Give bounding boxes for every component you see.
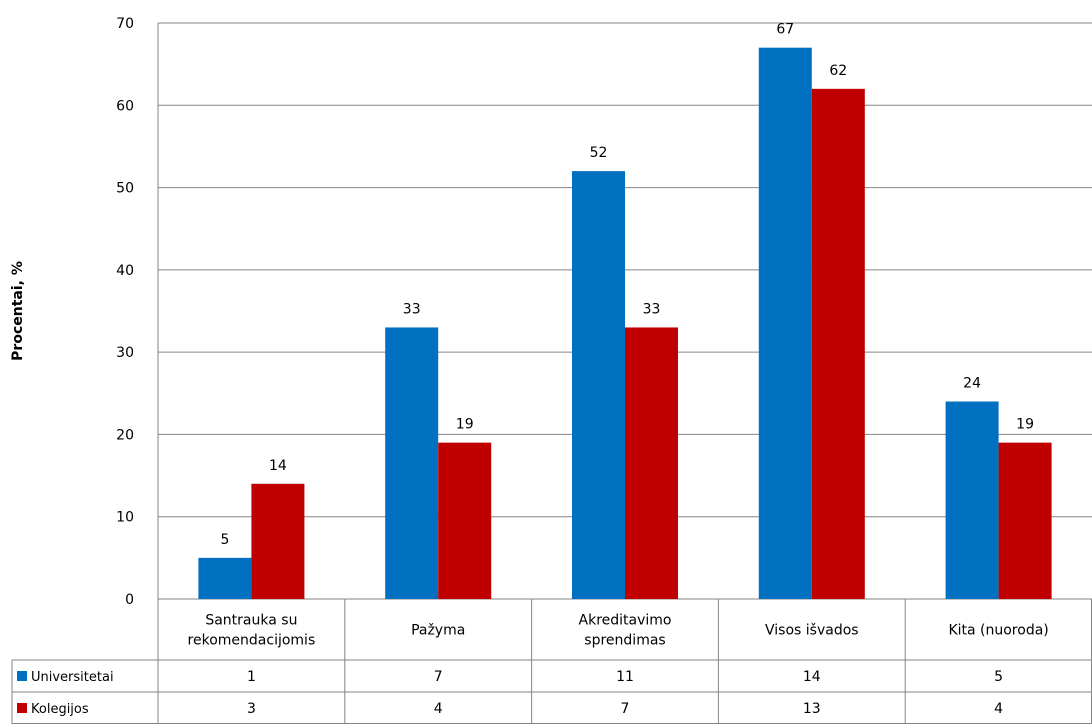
y-axis-ticks: 0 10 20 30 40 50 60 70	[116, 16, 134, 608]
y-tick-label: 30	[116, 345, 134, 361]
y-tick-label: 70	[116, 16, 134, 32]
y-tick-label: 60	[116, 98, 134, 114]
data-table: Santrauka su rekomendacijomis Pažyma Akredi…	[11, 599, 1092, 724]
legend-swatch	[17, 671, 27, 681]
bar	[758, 47, 812, 599]
data-label: 24	[963, 376, 981, 392]
y-axis-label: Procentai, %	[10, 261, 26, 361]
data-label: 14	[269, 458, 287, 474]
table-cell: 5	[994, 669, 1003, 685]
category-label: Pažyma	[411, 623, 465, 639]
category-label: Santrauka su	[205, 613, 297, 629]
table-cell: 13	[803, 701, 821, 717]
category-label: sprendimas	[584, 633, 665, 649]
legend-label: Kolegijos	[31, 702, 89, 717]
data-label: 19	[456, 417, 474, 433]
table-cell: 7	[434, 669, 443, 685]
y-tick-label: 40	[116, 263, 134, 279]
category-label: Kita (nuoroda)	[948, 623, 1048, 639]
data-label: 5	[220, 532, 229, 548]
bar	[572, 171, 625, 599]
data-label: 62	[829, 63, 847, 79]
table-cell: 7	[621, 701, 630, 717]
bar	[945, 401, 999, 599]
bar	[998, 442, 1052, 599]
table-cell: 11	[616, 669, 634, 685]
table-cell: 4	[994, 701, 1003, 717]
bars	[198, 47, 1052, 599]
y-tick-label: 20	[116, 427, 134, 443]
y-tick-label: 0	[125, 592, 134, 608]
data-label: 19	[1016, 417, 1034, 433]
category-label: rekomendacijomis	[188, 633, 316, 649]
data-label: 67	[776, 22, 794, 38]
data-labels: 5 14 33 19 52 33 67 62 24 19	[220, 22, 1034, 548]
legend-label: Universitetai	[31, 670, 114, 685]
data-label: 52	[590, 145, 608, 161]
table-cell: 4	[434, 701, 443, 717]
bar	[811, 88, 865, 599]
bar	[438, 442, 492, 599]
table-cell: 1	[247, 669, 256, 685]
bar	[251, 483, 305, 599]
table-cell: 3	[247, 701, 256, 717]
category-label: Visos išvados	[765, 623, 859, 639]
y-tick-label: 50	[116, 181, 134, 197]
data-label: 33	[403, 301, 421, 317]
data-label: 33	[643, 301, 661, 317]
bar	[385, 327, 439, 599]
y-tick-label: 10	[116, 510, 134, 526]
category-label: Akreditavimo	[579, 613, 672, 629]
bar	[198, 557, 252, 599]
legend-swatch	[17, 703, 27, 713]
bar	[625, 327, 678, 599]
table-cell: 14	[803, 669, 821, 685]
